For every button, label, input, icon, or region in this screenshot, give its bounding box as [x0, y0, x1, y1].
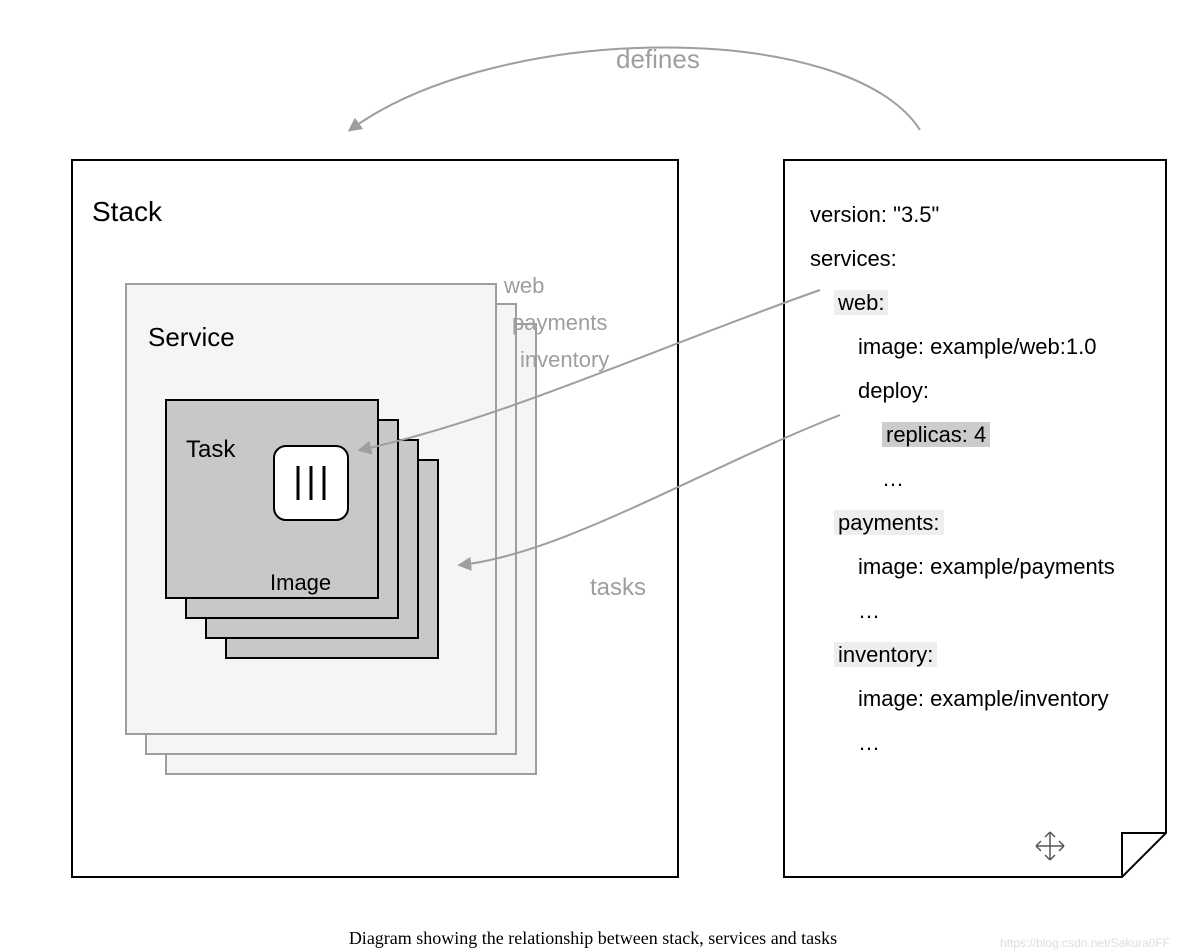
yaml-line: replicas: 4 — [810, 416, 1115, 454]
service-card — [166, 324, 536, 774]
replicas-to-tasks-arrow — [460, 415, 840, 565]
yaml-line: … — [810, 724, 1115, 762]
label-web: web — [504, 273, 544, 299]
image-box — [274, 446, 348, 520]
task-card — [226, 460, 438, 658]
label-defines: defines — [616, 44, 700, 75]
yaml-line: image: example/web:1.0 — [810, 328, 1115, 366]
yaml-line: version: "3.5" — [810, 196, 1115, 234]
yaml-line: services: — [810, 240, 1115, 278]
label-image_label: Image — [270, 570, 331, 596]
service-card — [146, 304, 516, 754]
move-cursor-icon — [1036, 832, 1064, 860]
yaml-line: payments: — [810, 504, 1115, 542]
yaml-config-text: version: "3.5" services: web: image: exampl… — [810, 190, 1115, 768]
label-payments: payments — [512, 310, 607, 336]
yaml-line: deploy: — [810, 372, 1115, 410]
yaml-line: … — [810, 592, 1115, 630]
label-tasks: tasks — [590, 574, 646, 602]
label-task_title: Task — [186, 436, 235, 464]
label-service_title: Service — [148, 322, 235, 353]
yaml-line: image: example/payments — [810, 548, 1115, 586]
label-inventory: inventory — [520, 347, 609, 373]
image-icon-bar — [310, 466, 313, 500]
yaml-line: web: — [810, 284, 1115, 322]
image-icon-bar — [297, 466, 300, 500]
yaml-line: … — [810, 460, 1115, 498]
image-icon-bar — [323, 466, 326, 500]
stack-box — [72, 160, 678, 877]
task-card — [206, 440, 418, 638]
task-card — [166, 400, 378, 598]
source-watermark: https://blog.csdn.net/Sakura0FF — [1000, 936, 1170, 950]
label-stack_title: Stack — [92, 196, 162, 228]
yaml-line: inventory: — [810, 636, 1115, 674]
yaml-line: image: example/inventory — [810, 680, 1115, 718]
